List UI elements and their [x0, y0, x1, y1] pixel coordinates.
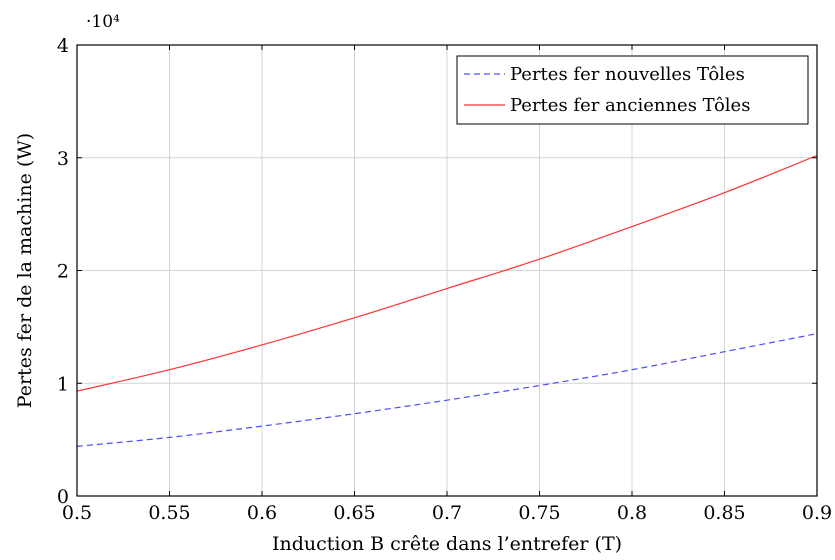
y-tick-label: 2: [57, 261, 69, 283]
ticks: 0.5 0.55 0.6 0.65 0.7 0.75 0.8 0.85 0.9 0 1 2 3 4: [57, 35, 832, 524]
x-tick-label: 0.7: [432, 502, 462, 524]
y-tick-label: 3: [57, 148, 69, 170]
x-tick-label: 0.85: [703, 502, 745, 524]
x-tick-label: 0.75: [518, 502, 560, 524]
plot-frame: [76, 44, 818, 497]
series-line-1: [76, 154, 818, 392]
legend-label-nouvelles: Pertes fer nouvelles Tôles: [510, 64, 745, 85]
x-tick-label: 0.55: [148, 502, 190, 524]
y-axis-label: Pertes fer de la machine (W): [14, 133, 36, 408]
legend-label-anciennes: Pertes fer anciennes Tôles: [510, 95, 750, 116]
y-multiplier-label: ·10⁴: [86, 12, 120, 32]
x-tick-label: 0.65: [333, 502, 375, 524]
x-axis-label: Induction B crête dans l’entrefer (T): [272, 533, 622, 555]
legend-box: [456, 55, 809, 125]
y-tick-label: 1: [57, 373, 69, 395]
series-line-0: [76, 333, 818, 447]
x-tick-label: 0.9: [802, 502, 832, 524]
x-tick-label: 0.8: [617, 502, 647, 524]
legend: Pertes fer nouvelles Tôles Pertes fer an…: [456, 55, 809, 125]
x-tick-label: 0.6: [247, 502, 277, 524]
y-tick-label: 0: [57, 486, 69, 508]
x-tick-label: 0.5: [62, 502, 92, 524]
y-tick-label: 4: [57, 35, 69, 57]
series-layer: [76, 154, 818, 447]
